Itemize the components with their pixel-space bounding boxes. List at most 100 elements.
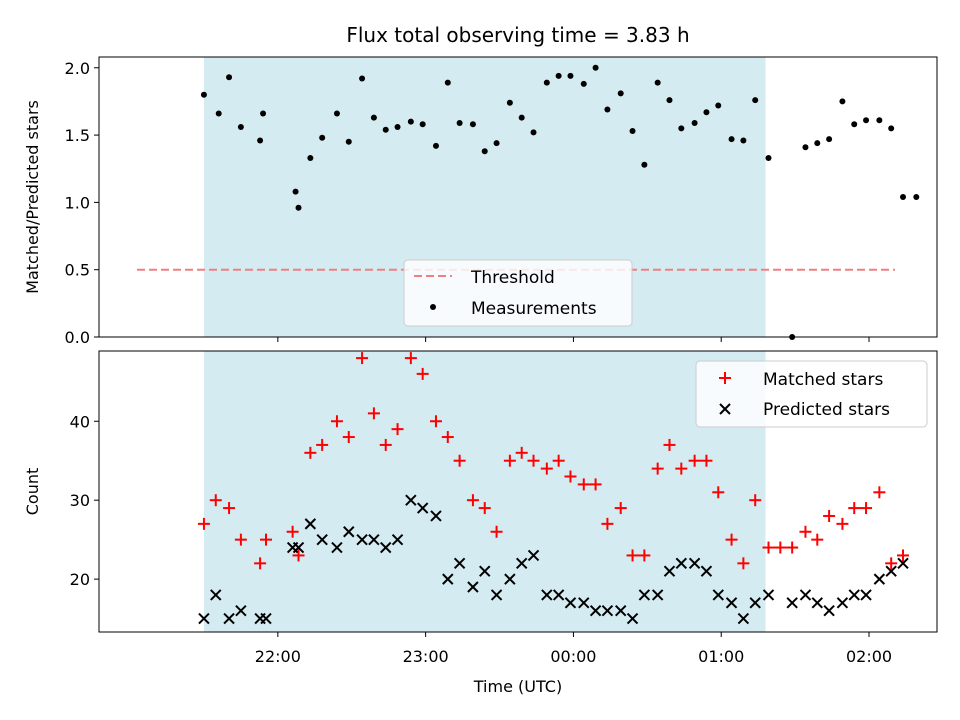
data-point — [802, 144, 809, 151]
data-point — [394, 124, 401, 130]
data-point — [345, 138, 352, 145]
x-tick-label: 01:00 — [698, 647, 744, 666]
data-point — [666, 97, 673, 104]
data-point — [712, 486, 725, 499]
data-point — [897, 557, 909, 570]
data-point — [442, 573, 454, 585]
data-point — [614, 502, 627, 515]
data-point — [286, 525, 299, 538]
data-point — [567, 72, 574, 79]
data-point — [292, 549, 305, 562]
x-tick-label: 00:00 — [550, 647, 596, 666]
data-point — [629, 128, 636, 135]
y-tick-label: 0.5 — [65, 261, 90, 280]
data-point — [316, 438, 329, 451]
data-point — [416, 367, 429, 380]
ratio-panel: 0.0 0.5 1.0 1.5 2.0 Matched/Predicted stars Th… — [23, 56, 938, 347]
data-point — [215, 110, 222, 117]
data-point — [873, 486, 886, 499]
x-axis-label: Time (UTC) — [473, 677, 562, 696]
data-point — [234, 533, 247, 546]
ratio-points — [200, 64, 920, 340]
y-tick-label: 30 — [70, 491, 90, 510]
data-point — [749, 494, 762, 507]
legend-box — [695, 360, 928, 428]
data-point — [703, 109, 710, 116]
x-tick-label: 22:00 — [255, 647, 301, 666]
data-point — [589, 604, 602, 617]
data-point — [197, 517, 210, 530]
data-point — [254, 557, 267, 570]
data-point — [467, 581, 479, 593]
data-point — [292, 541, 305, 554]
data-point — [200, 91, 207, 98]
data-point — [601, 604, 614, 617]
data-point — [429, 415, 442, 428]
data-point — [836, 517, 849, 530]
data-point — [237, 124, 244, 130]
data-point — [888, 125, 895, 132]
data-point — [260, 533, 273, 546]
data-point — [651, 589, 664, 601]
data-point — [226, 74, 233, 81]
data-point — [688, 454, 701, 467]
legend-matched-swatch — [719, 372, 731, 384]
y-tick-label: 1.5 — [65, 126, 90, 145]
data-point — [367, 407, 380, 420]
data-point — [333, 110, 340, 117]
data-point — [811, 533, 824, 546]
data-point — [580, 80, 587, 87]
data-point — [654, 79, 661, 86]
data-point — [430, 510, 442, 522]
data-point — [675, 557, 688, 570]
y-tick-label: 1.0 — [65, 193, 90, 212]
data-point — [527, 549, 540, 562]
legend-label: Matched stars — [763, 370, 883, 390]
data-point — [391, 533, 404, 546]
data-point — [382, 126, 389, 133]
data-point — [663, 565, 676, 577]
data-point — [564, 470, 577, 483]
data-point — [331, 541, 343, 554]
data-point — [900, 194, 907, 200]
data-point — [885, 557, 898, 570]
data-point — [860, 589, 872, 601]
data-point — [518, 114, 525, 121]
counts-frame — [98, 350, 938, 633]
data-point — [419, 121, 426, 128]
data-point — [578, 597, 590, 609]
data-point — [826, 136, 833, 143]
data-point — [444, 79, 451, 86]
data-point — [678, 125, 685, 132]
data-point — [432, 142, 439, 149]
data-point — [663, 438, 676, 451]
chart-title: Flux total observing time = 3.83 h — [346, 23, 689, 47]
data-point — [737, 612, 750, 625]
data-point — [469, 121, 476, 128]
data-point — [503, 454, 516, 467]
data-point — [577, 478, 590, 491]
data-point — [786, 597, 798, 609]
data-point — [356, 533, 368, 546]
data-point — [774, 541, 787, 554]
data-point — [688, 557, 701, 570]
data-point — [564, 597, 577, 609]
data-point — [700, 454, 713, 467]
data-point — [725, 533, 738, 546]
data-point — [453, 557, 466, 570]
data-point — [391, 423, 404, 436]
data-point — [740, 137, 747, 144]
data-point — [851, 121, 858, 128]
data-point — [552, 589, 565, 601]
data-point — [368, 533, 380, 546]
counts-panel: 20 30 40 22:00 23:00 00:00 01:00 02:00 Count Matc… — [23, 350, 938, 666]
observing-window — [203, 351, 766, 632]
data-point — [873, 573, 886, 585]
data-point — [370, 114, 377, 121]
data-point — [848, 589, 860, 601]
data-point — [307, 154, 314, 161]
data-point — [304, 518, 317, 530]
data-point — [481, 148, 488, 155]
data-point — [356, 352, 369, 365]
